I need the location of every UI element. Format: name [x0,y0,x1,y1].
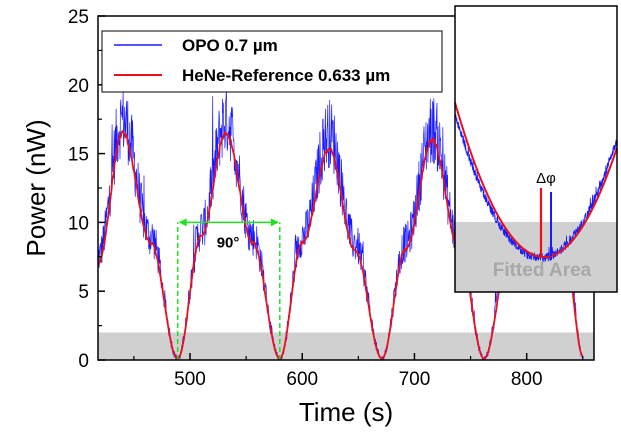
inset-hene-line [454,102,618,258]
y-axis-title: Power (nW) [21,119,51,256]
legend-box [101,30,443,93]
y-tick-label: 20 [68,76,89,97]
inset-series [454,102,618,263]
y-tick-label: 5 [78,282,89,303]
phase-marker [176,218,281,360]
x-tick-label: 600 [286,369,318,390]
legend-label-opo: OPO 0.7 µm [182,36,278,55]
inset-band-label: Fitted Area [493,260,592,281]
phase-label: 90° [217,234,240,251]
phase-arrow-left [178,218,187,227]
inset-zoom: Fitted Area Δφ [454,5,618,293]
x-tick-label: 500 [174,369,206,390]
ticks-layer: 500 600 700 800 0 5 10 15 20 25 [68,7,584,390]
y-tick-label: 15 [68,145,89,166]
inset-frame [454,5,618,293]
phase-arrow-right [270,218,279,227]
legend-label-hene: HeNe-Reference 0.633 µm [182,66,390,85]
x-tick-label: 800 [511,369,543,390]
y-tick-label: 10 [68,213,89,234]
y-tick-label: 0 [78,351,89,372]
x-axis-title: Time (s) [299,397,393,427]
x-tick-label: 700 [399,369,431,390]
y-tick-label: 25 [68,7,89,28]
legend: OPO 0.7 µm HeNe-Reference 0.633 µm [101,30,443,93]
dphi-label: Δφ [536,170,556,187]
